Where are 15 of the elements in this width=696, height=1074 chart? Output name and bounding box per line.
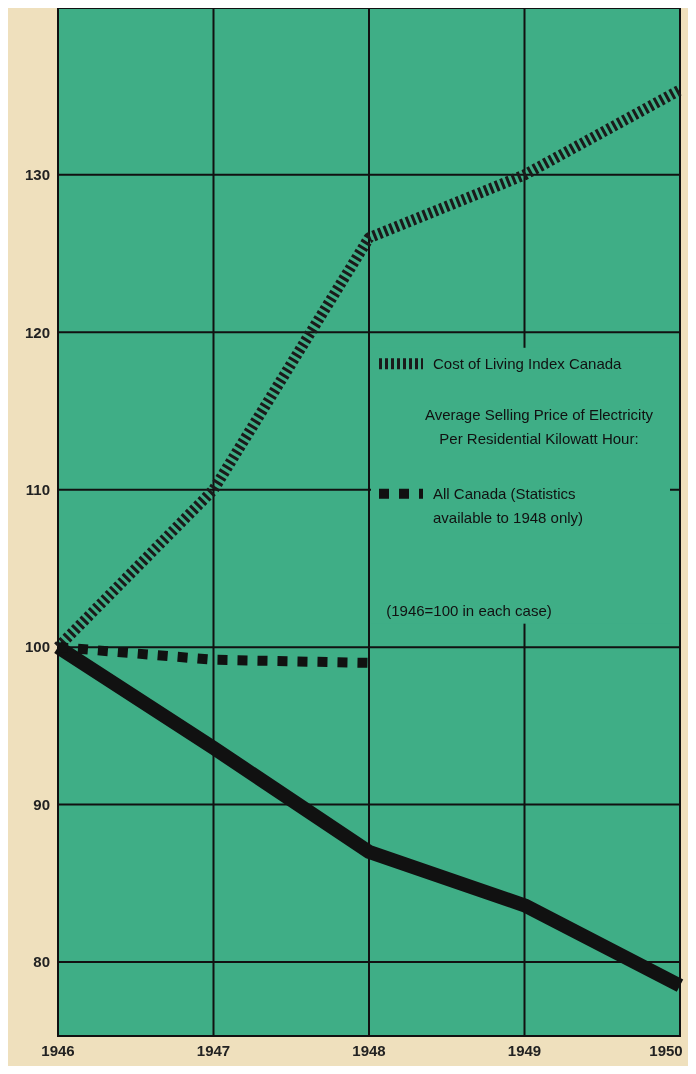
x-tick-label: 1946 [41,1042,75,1059]
y-tick-label: 100 [24,638,50,656]
y-tick-label: 130 [24,166,50,184]
x-tick-label: 1949 [507,1042,542,1059]
annotation: Average Selling Price of Electricity Per Residential Kilowatt Hour: [424,405,654,447]
y-tick-label: 110 [25,480,50,498]
y-tick-label: 120 [24,323,50,341]
annotation: (1946=100 in each case) [386,601,552,619]
x-tick-label: 1950 [649,1042,683,1059]
x-tick-label: 1947 [196,1042,231,1059]
x-tick-label: 1948 [352,1042,386,1059]
legend-label: All Canada (Statistics available to 1948 only) [433,485,584,527]
legend-label: Cost of Living Index Canada [433,355,623,373]
y-tick-label: 80 [33,953,50,971]
y-tick-label: 90 [33,795,50,813]
